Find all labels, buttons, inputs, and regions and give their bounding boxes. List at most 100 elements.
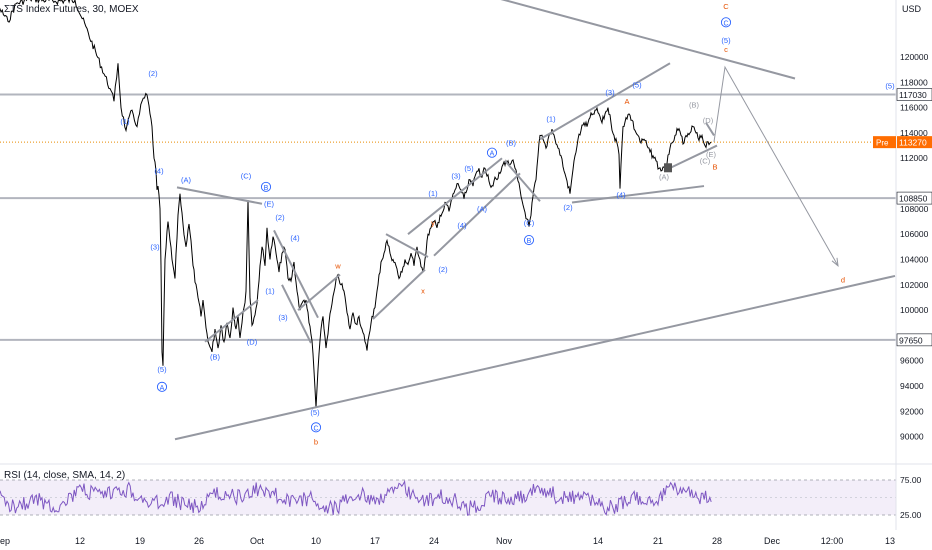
wave-label: (4) bbox=[616, 190, 626, 199]
x-tick-label: Sep bbox=[0, 536, 10, 546]
price-line bbox=[0, 0, 712, 408]
wave-label: (C) bbox=[241, 171, 252, 180]
wave-label: (2) bbox=[563, 203, 573, 212]
x-tick-label: 26 bbox=[194, 536, 204, 546]
rsi-line bbox=[0, 479, 712, 516]
wave-label: (A) bbox=[477, 204, 488, 213]
wave-label: A bbox=[624, 97, 629, 106]
wave-label: (5) bbox=[632, 80, 642, 89]
wave-label-circle bbox=[260, 181, 272, 192]
price-tag-pre bbox=[873, 136, 896, 149]
wave-label: (2) bbox=[275, 213, 285, 222]
x-tick-label: 17 bbox=[370, 536, 380, 546]
y-tick-label: 100000 bbox=[900, 305, 929, 315]
y-tick-label: 114000 bbox=[900, 128, 928, 138]
x-tick-label: 13 bbox=[885, 536, 895, 546]
wave-label: (B) bbox=[210, 352, 221, 361]
wave-label: (5) bbox=[310, 408, 320, 417]
wave-label: (D) bbox=[703, 116, 714, 125]
trend-line bbox=[539, 62, 671, 141]
wave-label: (5) bbox=[464, 164, 474, 173]
trend-line bbox=[663, 144, 718, 172]
wave-label: A bbox=[490, 151, 495, 158]
y-tick-label: 108000 bbox=[900, 204, 929, 214]
level-tag-label: 108850 bbox=[899, 194, 928, 204]
y-tick-label: 116000 bbox=[900, 103, 928, 113]
wave-label: (2) bbox=[438, 265, 448, 274]
wave-label: (4) bbox=[290, 233, 300, 242]
wave-label: (D) bbox=[247, 337, 258, 346]
x-tick-label: 24 bbox=[429, 536, 439, 546]
wave-label: (4) bbox=[457, 221, 467, 230]
trend-line bbox=[504, 160, 541, 202]
x-tick-label: 28 bbox=[712, 536, 722, 546]
wave-label-circle bbox=[523, 234, 535, 246]
level-tag bbox=[896, 333, 932, 347]
wave-label-circle bbox=[310, 422, 322, 433]
trend-line bbox=[281, 284, 312, 344]
wave-label: B bbox=[527, 238, 532, 245]
wave-label: (1) bbox=[120, 117, 130, 126]
trend-line bbox=[176, 186, 263, 205]
price-tag-value: 113270 bbox=[899, 138, 927, 148]
x-tick-label: 12:00 bbox=[821, 536, 844, 546]
wave-label: B bbox=[264, 185, 269, 192]
wave-label: (3) bbox=[278, 313, 288, 322]
y-tick-label: 106000 bbox=[900, 229, 929, 239]
x-tick-label: Oct bbox=[250, 536, 265, 546]
y-tick-label: 112000 bbox=[900, 153, 928, 163]
trend-line bbox=[372, 268, 426, 320]
x-tick-label: 19 bbox=[135, 536, 145, 546]
projection-arrow-head bbox=[831, 257, 839, 268]
wave-label: (1) bbox=[265, 287, 275, 296]
price-tag bbox=[897, 136, 932, 149]
wave-label: (3) bbox=[605, 88, 615, 97]
trend-line bbox=[297, 273, 341, 311]
chart-title: ΣTS Index Futures, 30, MOEX bbox=[4, 4, 139, 15]
wave-label: B bbox=[712, 163, 717, 172]
price-tag-pre-label: Pre bbox=[876, 139, 889, 148]
wave-label: (C) bbox=[524, 218, 535, 227]
x-tick-label: 14 bbox=[593, 536, 603, 546]
level-tag bbox=[896, 88, 932, 101]
wave-label: x bbox=[421, 287, 425, 296]
x-tick-label: Dec bbox=[764, 536, 781, 546]
wave-label: (A) bbox=[659, 173, 670, 182]
rsi-lower-label: 25.00 bbox=[900, 510, 922, 520]
wave-label: C bbox=[313, 425, 318, 432]
currency-label: USD bbox=[902, 4, 922, 14]
y-tick-label: 104000 bbox=[900, 254, 929, 264]
wave-label: d bbox=[841, 275, 845, 284]
wave-label: (3) bbox=[451, 171, 461, 180]
rsi-upper-label: 75.00 bbox=[900, 475, 922, 485]
wave-label: C bbox=[723, 20, 728, 27]
wave-label: y bbox=[431, 218, 435, 227]
trend-line bbox=[204, 299, 259, 343]
y-tick-label: 118000 bbox=[900, 77, 928, 87]
wave-label: (B) bbox=[689, 101, 700, 110]
wave-label: (5) bbox=[157, 365, 167, 374]
wave-label: c bbox=[724, 45, 728, 54]
wave-label: (2) bbox=[148, 69, 158, 78]
wave-label: (3) bbox=[150, 242, 160, 251]
y-tick-label: 94000 bbox=[900, 381, 924, 391]
wave-label-circle bbox=[720, 17, 732, 28]
wave-label: (1) bbox=[428, 189, 438, 198]
rsi-title: RSI (14, close, SMA, 14, 2) bbox=[4, 470, 126, 481]
wave-label: b bbox=[314, 437, 318, 446]
wave-label: (B) bbox=[506, 139, 517, 148]
y-tick-label: 90000 bbox=[900, 432, 924, 442]
wave-label: (5) bbox=[721, 36, 731, 45]
level-tag-label: 97650 bbox=[899, 335, 923, 345]
wave-label-circle bbox=[156, 381, 168, 392]
wave-label: w bbox=[334, 261, 341, 270]
last-bar-box bbox=[664, 163, 672, 173]
wave-label: (E) bbox=[264, 199, 275, 208]
level-tag bbox=[896, 191, 932, 205]
y-tick-label: 102000 bbox=[900, 280, 929, 290]
y-tick-label: 96000 bbox=[900, 356, 924, 366]
y-tick-label: 120000 bbox=[900, 52, 929, 62]
wave-label: (1) bbox=[546, 115, 556, 124]
trend-line bbox=[433, 172, 521, 257]
